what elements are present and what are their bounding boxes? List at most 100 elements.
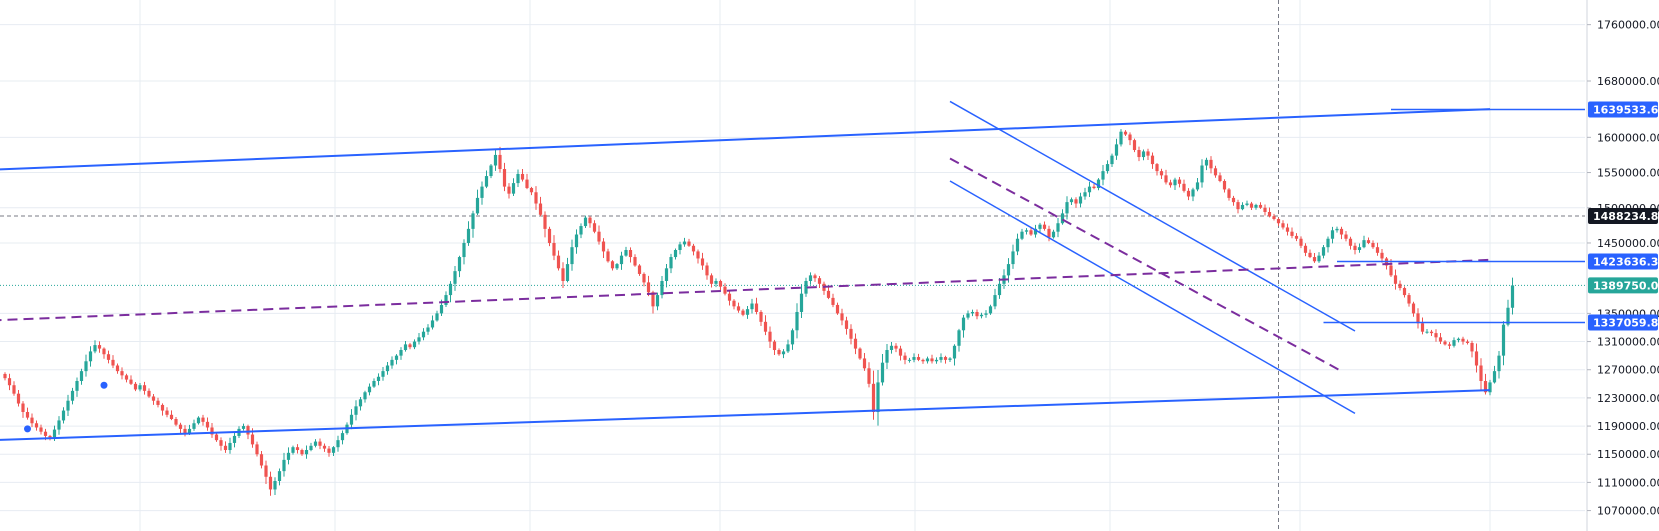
candle[interactable]: [120, 367, 124, 380]
candle[interactable]: [138, 382, 142, 392]
candle[interactable]: [664, 263, 669, 288]
candle[interactable]: [1447, 342, 1452, 349]
candle[interactable]: [255, 441, 259, 457]
candle[interactable]: [1303, 243, 1308, 257]
candle[interactable]: [781, 349, 786, 359]
candle[interactable]: [448, 281, 453, 303]
candle[interactable]: [984, 310, 988, 318]
candle[interactable]: [867, 362, 871, 388]
candle[interactable]: [970, 309, 975, 317]
candle[interactable]: [201, 414, 205, 426]
candle[interactable]: [930, 354, 934, 364]
candle[interactable]: [1236, 199, 1240, 214]
candle[interactable]: [1276, 217, 1281, 226]
candle[interactable]: [831, 293, 835, 308]
candle[interactable]: [606, 248, 610, 263]
candle[interactable]: [903, 352, 907, 365]
candle[interactable]: [151, 394, 156, 405]
candle[interactable]: [1285, 223, 1290, 236]
candle[interactable]: [1177, 177, 1182, 188]
candle[interactable]: [736, 302, 741, 313]
candle[interactable]: [1029, 227, 1033, 236]
candle[interactable]: [660, 276, 664, 299]
candle[interactable]: [376, 373, 381, 386]
candle[interactable]: [282, 452, 286, 477]
candle[interactable]: [916, 353, 921, 362]
candle[interactable]: [363, 390, 367, 403]
candle[interactable]: [552, 235, 556, 261]
candle[interactable]: [763, 315, 768, 336]
candle[interactable]: [1227, 188, 1231, 201]
candle[interactable]: [642, 272, 646, 287]
candle[interactable]: [1398, 280, 1402, 291]
candle[interactable]: [79, 368, 84, 385]
candle[interactable]: [822, 281, 826, 295]
candle[interactable]: [790, 328, 795, 350]
candle[interactable]: [1501, 321, 1506, 366]
candle[interactable]: [601, 238, 606, 259]
candle[interactable]: [25, 407, 30, 420]
candle[interactable]: [1159, 168, 1164, 180]
candle[interactable]: [97, 341, 102, 353]
candle[interactable]: [273, 477, 277, 495]
candle[interactable]: [313, 439, 318, 448]
candle[interactable]: [1483, 373, 1488, 395]
candle[interactable]: [1312, 252, 1317, 263]
candle[interactable]: [381, 367, 385, 381]
candle[interactable]: [1402, 286, 1407, 298]
candle[interactable]: [853, 333, 858, 355]
candle[interactable]: [615, 262, 619, 271]
candle[interactable]: [1123, 130, 1128, 137]
candle[interactable]: [1294, 233, 1299, 242]
trendline-desc-lower[interactable]: [949, 180, 1356, 415]
candle[interactable]: [772, 339, 777, 356]
candle[interactable]: [817, 275, 822, 289]
candle[interactable]: [1425, 328, 1429, 334]
trendline-desc-upper[interactable]: [949, 100, 1356, 332]
candle[interactable]: [1195, 177, 1200, 192]
candle[interactable]: [1380, 249, 1384, 263]
candle[interactable]: [1249, 201, 1254, 210]
candle[interactable]: [1186, 188, 1191, 201]
candle[interactable]: [1110, 153, 1114, 167]
candle[interactable]: [943, 355, 948, 364]
candle[interactable]: [291, 445, 295, 455]
candle[interactable]: [1051, 229, 1056, 239]
candle[interactable]: [223, 441, 228, 453]
candle[interactable]: [619, 251, 624, 270]
candle[interactable]: [1033, 224, 1038, 238]
candle[interactable]: [1218, 172, 1222, 183]
candle[interactable]: [349, 409, 354, 430]
candle[interactable]: [700, 252, 705, 270]
candle[interactable]: [453, 266, 457, 291]
candle[interactable]: [1272, 213, 1276, 221]
candle[interactable]: [570, 239, 574, 271]
candle[interactable]: [174, 416, 178, 427]
candle[interactable]: [1339, 226, 1344, 240]
candle[interactable]: [1452, 337, 1456, 348]
candle[interactable]: [1321, 244, 1326, 259]
candle[interactable]: [1137, 146, 1141, 162]
candle[interactable]: [547, 226, 552, 247]
candle[interactable]: [1461, 336, 1465, 345]
candle[interactable]: [1042, 221, 1047, 231]
candle[interactable]: [1411, 301, 1416, 317]
candle[interactable]: [124, 373, 129, 383]
candle[interactable]: [705, 262, 709, 280]
candle[interactable]: [529, 186, 534, 196]
candle[interactable]: [1375, 242, 1380, 256]
candle[interactable]: [957, 328, 961, 352]
candle[interactable]: [507, 183, 511, 199]
candle[interactable]: [1101, 165, 1105, 186]
candle[interactable]: [858, 347, 862, 360]
candle[interactable]: [1213, 165, 1218, 178]
candle[interactable]: [111, 355, 115, 369]
candle[interactable]: [583, 215, 588, 228]
candle[interactable]: [1182, 179, 1186, 193]
candle[interactable]: [939, 353, 943, 363]
candle[interactable]: [241, 423, 246, 431]
trendline-lower-channel[interactable]: [0, 389, 1491, 441]
candle[interactable]: [799, 284, 804, 319]
candle[interactable]: [979, 312, 984, 319]
candle[interactable]: [34, 420, 39, 431]
